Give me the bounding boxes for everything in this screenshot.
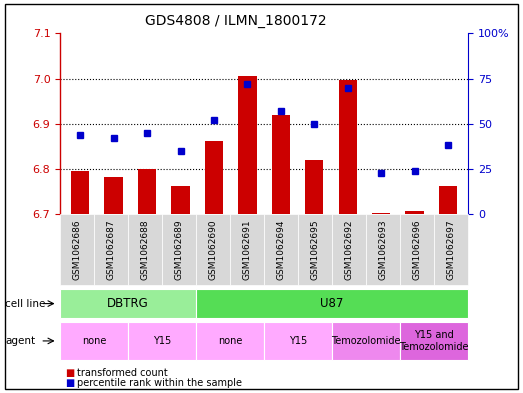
Text: GSM1062692: GSM1062692 — [345, 219, 354, 280]
Text: GSM1062688: GSM1062688 — [141, 219, 150, 280]
Bar — [305, 160, 323, 214]
Text: ■: ■ — [65, 378, 75, 388]
Bar — [405, 211, 424, 214]
Text: Y15: Y15 — [153, 336, 171, 346]
Text: GSM1062696: GSM1062696 — [413, 219, 422, 280]
Text: none: none — [82, 336, 106, 346]
Bar — [71, 171, 89, 214]
Bar — [271, 115, 290, 214]
Text: GSM1062694: GSM1062694 — [277, 219, 286, 280]
Text: Y15 and
Temozolomide: Y15 and Temozolomide — [400, 330, 469, 352]
Text: ■: ■ — [65, 367, 75, 378]
Text: Y15: Y15 — [289, 336, 307, 346]
Text: GSM1062687: GSM1062687 — [107, 219, 116, 280]
Bar — [439, 186, 457, 214]
Text: GSM1062689: GSM1062689 — [175, 219, 184, 280]
Text: DBTRG: DBTRG — [107, 297, 149, 310]
Text: cell line: cell line — [5, 299, 46, 309]
Text: GSM1062693: GSM1062693 — [379, 219, 388, 280]
Text: agent: agent — [5, 336, 36, 346]
Text: U87: U87 — [321, 297, 344, 310]
Text: GSM1062695: GSM1062695 — [311, 219, 320, 280]
Bar — [105, 177, 123, 214]
Text: GSM1062691: GSM1062691 — [243, 219, 252, 280]
Bar — [238, 76, 257, 214]
Bar — [372, 213, 390, 214]
Text: GSM1062686: GSM1062686 — [73, 219, 82, 280]
Bar — [338, 80, 357, 214]
Text: GSM1062697: GSM1062697 — [447, 219, 456, 280]
Text: Temozolomide: Temozolomide — [332, 336, 401, 346]
Text: GDS4808 / ILMN_1800172: GDS4808 / ILMN_1800172 — [144, 14, 326, 28]
Bar — [205, 141, 223, 214]
Text: GSM1062690: GSM1062690 — [209, 219, 218, 280]
Bar — [138, 169, 156, 214]
Bar — [172, 186, 190, 214]
Text: percentile rank within the sample: percentile rank within the sample — [77, 378, 242, 388]
Text: transformed count: transformed count — [77, 367, 168, 378]
Text: none: none — [218, 336, 242, 346]
